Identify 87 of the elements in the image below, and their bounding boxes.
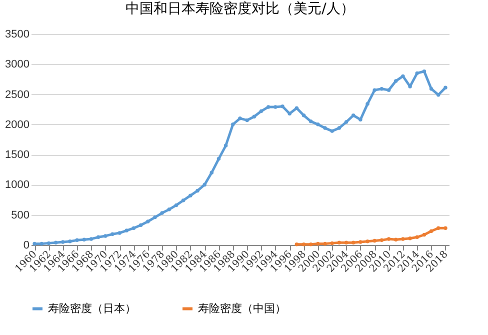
point (96, 235, 100, 240)
point (82, 238, 86, 242)
point (274, 105, 278, 109)
point (132, 226, 136, 230)
point (316, 122, 320, 126)
point (436, 226, 440, 230)
point (75, 238, 79, 242)
point (294, 242, 299, 246)
point (394, 79, 398, 83)
point (415, 235, 419, 240)
point (444, 226, 448, 230)
point (422, 232, 426, 237)
point (188, 194, 192, 198)
point (54, 240, 58, 244)
point (330, 129, 334, 133)
point (330, 241, 334, 246)
point (238, 116, 242, 120)
point (380, 238, 384, 242)
point (146, 220, 150, 224)
point (344, 240, 348, 244)
point (110, 232, 114, 236)
point (366, 240, 370, 244)
point (422, 70, 426, 74)
point (174, 203, 178, 208)
point (358, 118, 362, 122)
point (372, 88, 376, 92)
point (32, 242, 36, 246)
point (316, 242, 320, 246)
point (252, 114, 256, 118)
point (138, 223, 143, 227)
point (344, 120, 348, 124)
point (224, 144, 228, 148)
chart-title: 中国和日本寿险密度对比（美元/人） (126, 1, 354, 17)
point (259, 109, 264, 114)
point (380, 86, 384, 91)
point (231, 122, 235, 126)
point (372, 238, 376, 243)
y-tick-label: 500 (11, 209, 30, 222)
point (302, 242, 306, 246)
point (68, 240, 72, 244)
point (337, 126, 342, 130)
point (280, 104, 284, 108)
point (153, 215, 157, 220)
y-tick-label: 2000 (5, 118, 30, 131)
point (394, 238, 398, 242)
point (351, 240, 356, 244)
legend-label: 寿险密度（日本） (48, 302, 136, 315)
point (89, 237, 94, 241)
point (202, 182, 206, 187)
point (401, 74, 405, 78)
legend-label: 寿险密度（中国） (198, 302, 286, 315)
point (288, 112, 292, 116)
point (429, 86, 434, 91)
point (323, 126, 327, 130)
point (196, 188, 200, 193)
point (181, 198, 186, 202)
point (61, 240, 65, 244)
y-tick-label: 1500 (5, 149, 30, 162)
y-tick-label: 2500 (5, 88, 30, 101)
point (351, 114, 356, 118)
point (366, 102, 370, 106)
y-tick-label: 3500 (5, 28, 30, 40)
point (46, 241, 51, 246)
point (167, 208, 172, 212)
point (245, 118, 249, 122)
point (337, 240, 342, 244)
point (386, 88, 391, 92)
y-tick-label: 3000 (5, 58, 30, 71)
point (118, 231, 122, 235)
point (302, 114, 306, 118)
point (401, 237, 405, 241)
point (308, 242, 313, 246)
point (124, 228, 129, 232)
point (104, 234, 108, 238)
point (358, 240, 362, 244)
point (216, 156, 221, 161)
point (386, 237, 391, 241)
point (415, 71, 419, 76)
point (266, 105, 270, 109)
point (210, 170, 214, 175)
point (408, 236, 412, 240)
y-tick-label: 1000 (5, 179, 30, 192)
point (444, 86, 448, 90)
point (308, 120, 313, 124)
point (429, 229, 434, 233)
y-tick-label: 0 (23, 240, 30, 252)
point (160, 211, 164, 215)
